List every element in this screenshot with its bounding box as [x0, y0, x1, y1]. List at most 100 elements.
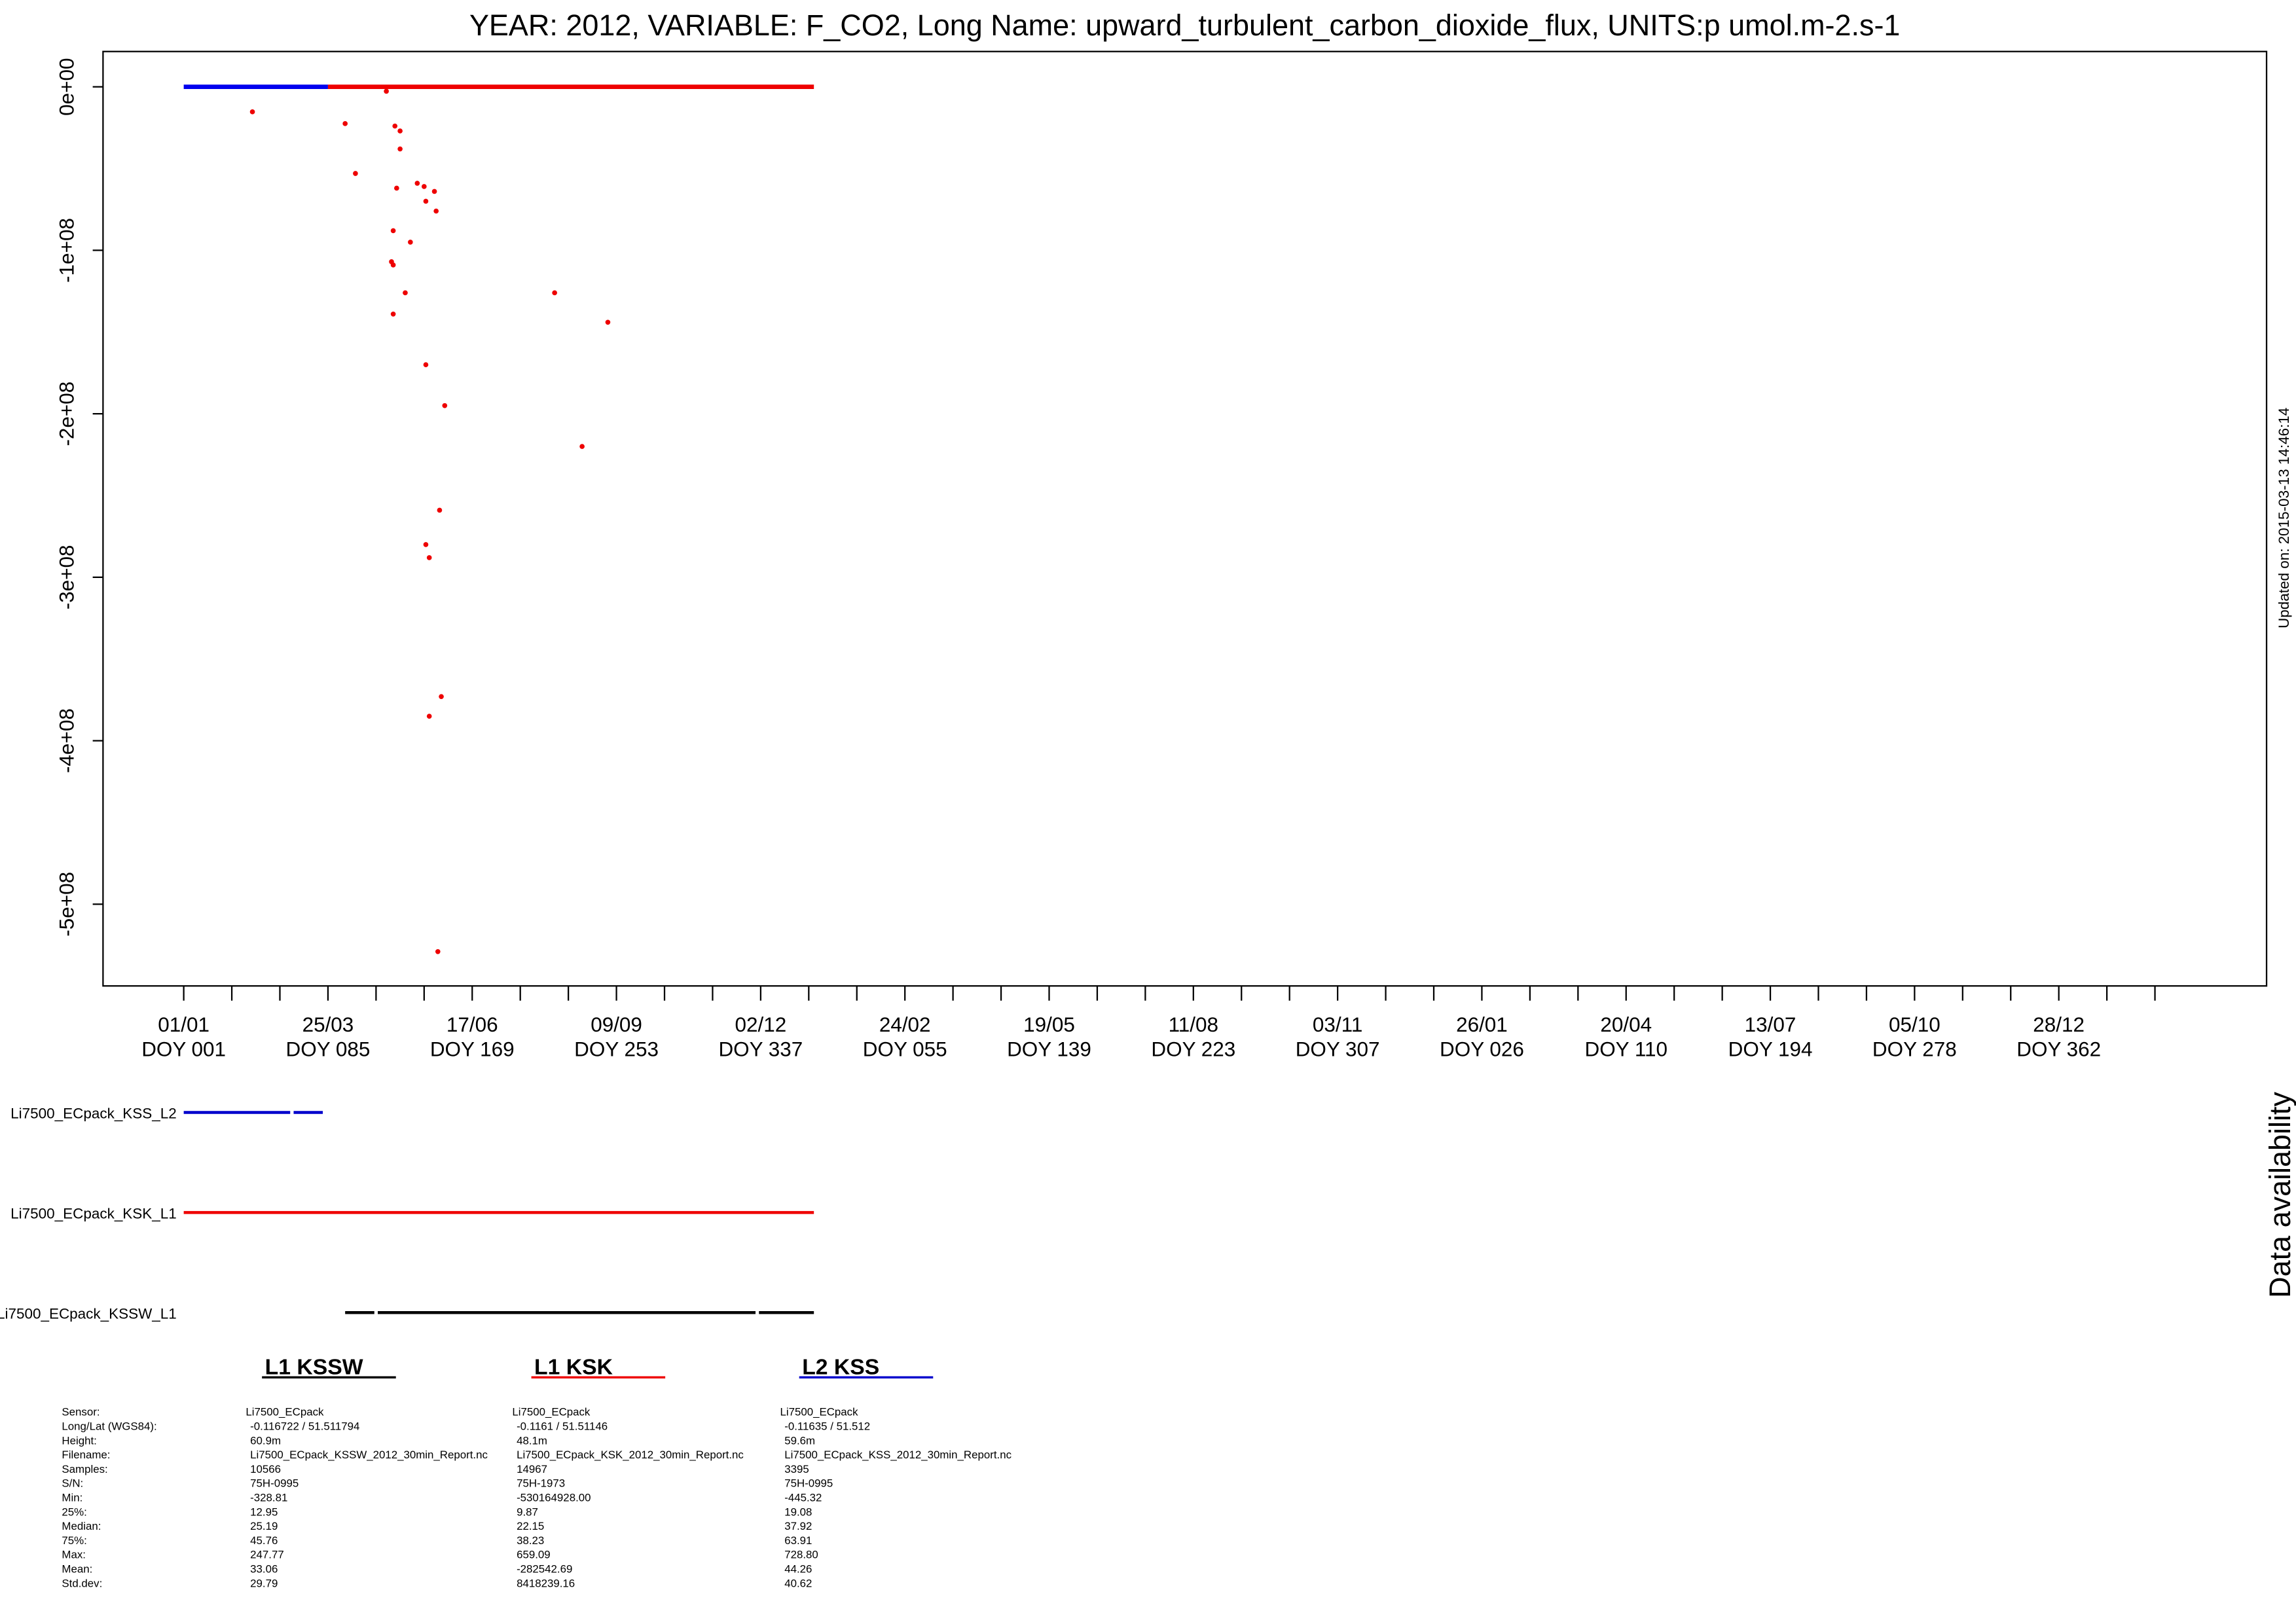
- data-point: [390, 228, 396, 234]
- updated-note: Updated on: 2015-03-13 14:46:14: [2276, 408, 2292, 628]
- x-tick-label: 26/01 DOY 026: [1440, 1013, 1524, 1061]
- stat-value: -530164928.00: [517, 1491, 591, 1504]
- data-point: [249, 109, 255, 115]
- stat-value: 33.06: [250, 1563, 278, 1576]
- data-point: [423, 542, 429, 547]
- data-point: [552, 290, 557, 296]
- data-point: [442, 403, 448, 408]
- stat-value: 48.1m: [517, 1434, 547, 1447]
- stat-value: 659.09: [517, 1549, 551, 1561]
- stat-value: Li7500_ECpack_KSSW_2012_30min_Report.nc: [250, 1449, 488, 1461]
- x-tick-label: 20/04 DOY 110: [1584, 1013, 1667, 1061]
- data-point: [439, 694, 444, 699]
- stat-label: Std.dev:: [62, 1577, 102, 1589]
- data-point: [605, 319, 611, 325]
- x-tick-label: 02/12 DOY 337: [718, 1013, 803, 1061]
- data-point: [433, 208, 439, 214]
- stat-value: -282542.69: [517, 1563, 572, 1576]
- data-point: [426, 555, 432, 560]
- stat-value: 60.9m: [250, 1434, 281, 1447]
- x-tick-label: 24/02 DOY 055: [863, 1013, 947, 1061]
- data-point: [390, 311, 396, 317]
- timeline-label: Li7500_ECpack_KSSW_L1: [0, 1305, 177, 1322]
- stat-value: 29.79: [250, 1577, 278, 1589]
- data-point: [397, 146, 403, 152]
- stat-value: 19.08: [784, 1506, 812, 1518]
- data-point: [392, 123, 398, 129]
- x-tick-label: 01/01 DOY 001: [141, 1013, 226, 1061]
- stat-value: Li7500_ECpack: [780, 1406, 858, 1418]
- x-tick-label: 11/08 DOY 223: [1151, 1013, 1235, 1061]
- stat-label: Sensor:: [62, 1406, 100, 1418]
- y-tick-label: -5e+08: [55, 872, 78, 937]
- data-point: [403, 290, 408, 296]
- stat-value: 63.91: [784, 1534, 812, 1547]
- stat-value: 8418239.16: [517, 1577, 575, 1589]
- stat-label: Samples:: [62, 1463, 107, 1475]
- data-point: [353, 171, 358, 176]
- stat-value: -0.11635 / 51.512: [784, 1420, 870, 1432]
- data-point: [426, 713, 432, 719]
- stat-label: Median:: [62, 1520, 101, 1532]
- stat-value: -0.116722 / 51.511794: [250, 1420, 359, 1432]
- data-point: [423, 362, 429, 368]
- stat-value: 10566: [250, 1463, 281, 1475]
- stat-label: S/N:: [62, 1477, 83, 1490]
- stat-label: Mean:: [62, 1563, 92, 1576]
- y-tick-label: 0e+00: [55, 58, 78, 115]
- y-tick-label: -3e+08: [55, 545, 78, 609]
- stat-value: 75H-0995: [784, 1477, 833, 1490]
- stat-value: Li7500_ECpack: [246, 1406, 324, 1418]
- x-tick-label: 28/12 DOY 362: [2016, 1013, 2101, 1061]
- stat-label: Filename:: [62, 1449, 110, 1461]
- data-point: [421, 184, 427, 189]
- stat-value: -328.81: [250, 1491, 287, 1504]
- availability-label: Data availability: [2263, 1092, 2296, 1298]
- stat-label: Max:: [62, 1549, 86, 1561]
- y-tick-label: -4e+08: [55, 708, 78, 773]
- stat-value: 45.76: [250, 1534, 278, 1547]
- stat-value: 9.87: [517, 1506, 538, 1518]
- legend-heading: L2 KSS: [802, 1355, 879, 1380]
- stat-value: -445.32: [784, 1491, 822, 1504]
- stat-value: Li7500_ECpack: [512, 1406, 591, 1418]
- stat-value: 3395: [784, 1463, 809, 1475]
- stat-value: 75H-0995: [250, 1477, 299, 1490]
- stat-value: 75H-1973: [517, 1477, 565, 1490]
- stat-value: 37.92: [784, 1520, 812, 1532]
- x-tick-label: 03/11 DOY 307: [1296, 1013, 1380, 1061]
- legend-heading: L1 KSK: [534, 1355, 613, 1380]
- data-point: [437, 507, 443, 513]
- stat-label: Long/Lat (WGS84):: [62, 1420, 156, 1432]
- stat-value: 25.19: [250, 1520, 278, 1532]
- y-tick-label: -2e+08: [55, 382, 78, 446]
- timeline-label: Li7500_ECpack_KSS_L2: [10, 1106, 177, 1122]
- data-point: [342, 121, 348, 126]
- data-point: [394, 185, 399, 191]
- x-tick-label: 17/06 DOY 169: [430, 1013, 515, 1061]
- x-tick-label: 09/09 DOY 253: [574, 1013, 659, 1061]
- data-point: [435, 948, 441, 954]
- stat-value: 247.77: [250, 1549, 284, 1561]
- plot-frame: [102, 50, 2268, 987]
- stat-value: 59.6m: [784, 1434, 815, 1447]
- data-point: [390, 262, 396, 268]
- x-tick-label: 19/05 DOY 139: [1007, 1013, 1091, 1061]
- data-point: [431, 189, 437, 194]
- data-point: [397, 128, 403, 134]
- data-point: [408, 240, 413, 245]
- stat-value: 40.62: [784, 1577, 812, 1589]
- legend-heading: L1 KSSW: [265, 1355, 363, 1380]
- stat-label: 75%:: [62, 1534, 86, 1547]
- timeline-label: Li7500_ECpack_KSK_L1: [10, 1205, 177, 1221]
- stat-value: -0.1161 / 51.51146: [517, 1420, 608, 1432]
- y-tick-label: -1e+08: [55, 218, 78, 283]
- stat-value: 12.95: [250, 1506, 278, 1518]
- stat-value: 44.26: [784, 1563, 812, 1576]
- chart-title: YEAR: 2012, VARIABLE: F_CO2, Long Name: …: [469, 9, 1900, 42]
- stat-value: Li7500_ECpack_KSK_2012_30min_Report.nc: [517, 1449, 744, 1461]
- stat-label: Height:: [62, 1434, 96, 1447]
- data-point: [384, 88, 389, 94]
- data-point: [579, 444, 585, 449]
